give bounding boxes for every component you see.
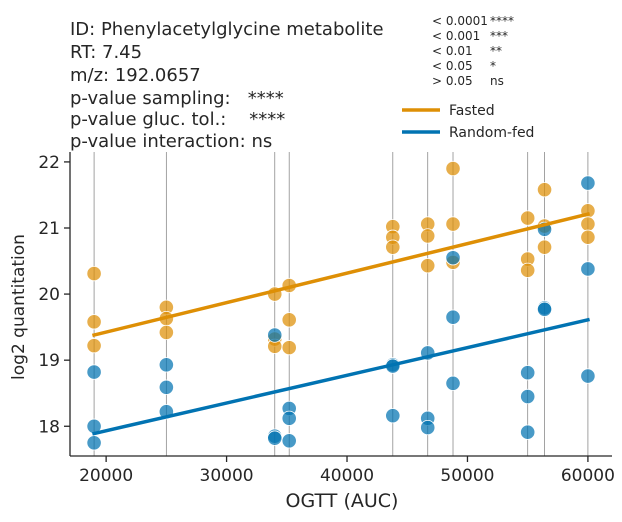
point-fasted-1 [86, 314, 102, 330]
point-random-fed-26 [536, 301, 553, 317]
info-rt: RT: 7.45 [70, 42, 143, 63]
y-tick-label-1: 19 [38, 351, 60, 371]
sig-threshold-0: < 0.0001 [432, 14, 488, 28]
point-random-fed-11 [281, 433, 297, 449]
point-random-fed-27 [580, 175, 596, 191]
axes [69, 152, 612, 457]
x-tick-label-4: 60000 [561, 466, 615, 486]
point-fasted-0 [86, 265, 102, 282]
point-fasted-14 [385, 239, 401, 255]
point-fasted-5 [158, 324, 174, 341]
point-fasted-23 [520, 262, 536, 278]
sig-threshold-1: < 0.001 [432, 29, 481, 43]
sig-symbol-1: *** [490, 29, 508, 43]
point-fasted-24 [536, 182, 553, 198]
y-tick-label-3: 21 [38, 219, 60, 239]
info-id: ID: Phenylacetylglycine metabolite [70, 19, 384, 40]
y-tick-label-0: 18 [38, 417, 60, 437]
point-fasted-28 [580, 216, 596, 232]
point-random-fed-22 [520, 388, 536, 405]
x-tick-label-0: 20000 [79, 466, 133, 486]
info-p-sampling: p-value sampling: **** [70, 88, 284, 109]
point-fasted-16 [420, 228, 436, 244]
sig-symbol-3: * [490, 59, 496, 73]
point-random-fed-4 [158, 379, 174, 395]
sig-threshold-4: > 0.05 [432, 74, 473, 88]
point-random-fed-23 [520, 424, 536, 440]
y-axis-label: log2 quantitation [9, 234, 29, 380]
point-fasted-2 [86, 338, 102, 354]
sig-symbol-4: ns [490, 74, 504, 88]
point-random-fed-6 [267, 327, 283, 343]
fit-line-random-fed [91, 317, 591, 436]
point-fasted-29 [580, 229, 596, 245]
point-fasted-18 [445, 160, 461, 177]
y-tick-label-2: 20 [38, 285, 60, 305]
data-points [86, 160, 596, 451]
point-random-fed-29 [580, 368, 596, 384]
x-axis-label: OGTT (AUC) [286, 490, 399, 512]
info-p-gluc: p-value gluc. tol.: **** [70, 109, 286, 130]
point-random-fed-8 [267, 430, 283, 446]
point-fasted-21 [520, 210, 536, 226]
x-tick-label-1: 30000 [200, 466, 254, 486]
point-random-fed-28 [580, 261, 596, 277]
sig-threshold-3: < 0.05 [432, 59, 473, 73]
ticks: 20000 30000 40000 50000 60000 18 19 20 21 22 [38, 153, 615, 486]
point-random-fed-21 [520, 365, 536, 381]
point-fasted-17 [420, 258, 436, 274]
info-p-interaction: p-value interaction: ns [70, 131, 273, 152]
legend: Fasted Random-fed [402, 103, 534, 141]
point-random-fed-18 [445, 250, 461, 266]
point-random-fed-17 [420, 419, 436, 436]
point-random-fed-14 [385, 408, 401, 424]
sig-threshold-2: < 0.01 [432, 44, 473, 58]
point-random-fed-20 [445, 375, 461, 391]
point-random-fed-2 [86, 435, 102, 451]
point-fasted-19 [445, 216, 461, 232]
legend-label-random-fed: Random-fed [449, 125, 534, 141]
x-tick-label-2: 40000 [320, 466, 374, 486]
x-tick-label-3: 50000 [440, 466, 494, 486]
regression-lines [91, 212, 591, 436]
fit-line-fasted [91, 212, 591, 338]
point-random-fed-10 [281, 410, 297, 426]
point-random-fed-3 [158, 357, 174, 373]
point-fasted-26 [536, 239, 553, 255]
point-random-fed-0 [86, 364, 102, 380]
point-fasted-11 [281, 340, 297, 356]
sig-symbol-2: ** [490, 44, 502, 58]
y-tick-label-4: 22 [38, 153, 60, 173]
point-fasted-10 [281, 312, 297, 328]
legend-label-fasted: Fasted [449, 103, 495, 119]
sig-symbol-0: **** [490, 14, 514, 28]
info-mz: m/z: 192.0657 [70, 65, 201, 86]
point-random-fed-19 [445, 309, 461, 325]
